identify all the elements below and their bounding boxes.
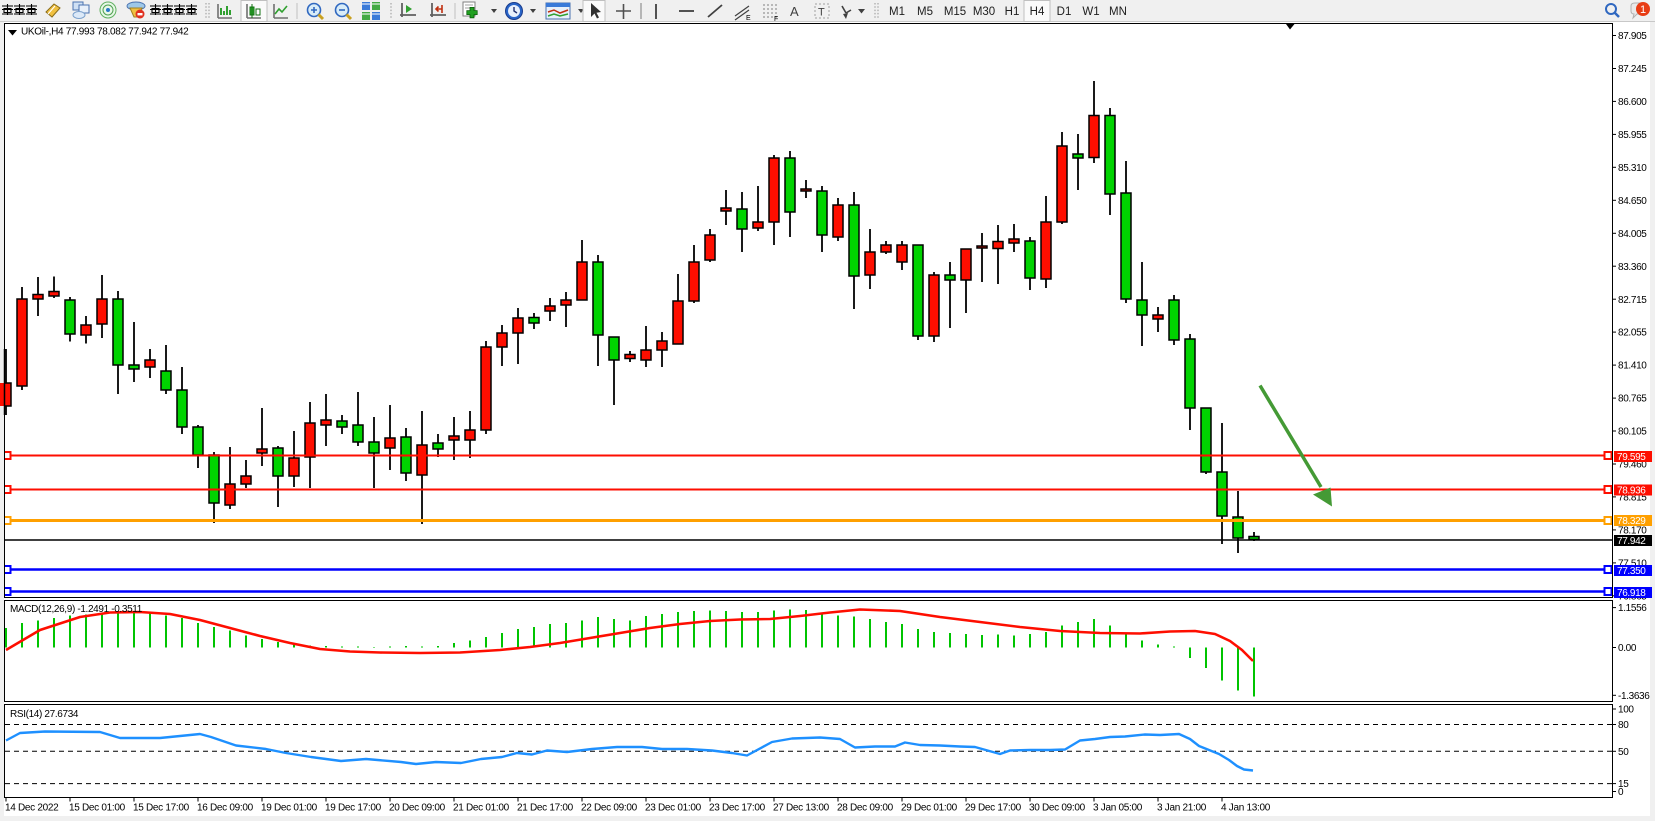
svg-text:A: A — [790, 4, 799, 19]
svg-text:82.715: 82.715 — [1618, 295, 1647, 306]
svg-text:22 Dec 09:00: 22 Dec 09:00 — [581, 803, 638, 814]
svg-text:W1: W1 — [1082, 6, 1099, 18]
svg-text:1.1556: 1.1556 — [1618, 603, 1647, 614]
svg-text:21 Dec 17:00: 21 Dec 17:00 — [517, 803, 574, 814]
svg-text:4 Jan 13:00: 4 Jan 13:00 — [1221, 803, 1271, 814]
svg-text:78.936: 78.936 — [1617, 486, 1646, 497]
svg-text:14 Dec 2022: 14 Dec 2022 — [5, 803, 59, 814]
svg-text:77.510: 77.510 — [1618, 559, 1647, 570]
svg-text:0: 0 — [1618, 787, 1624, 798]
svg-text:15 Dec 17:00: 15 Dec 17:00 — [133, 803, 190, 814]
svg-text:M15: M15 — [944, 6, 966, 18]
svg-text:RSI(14) 27.6734: RSI(14) 27.6734 — [10, 709, 79, 720]
svg-text:28 Dec 09:00: 28 Dec 09:00 — [837, 803, 894, 814]
svg-text:23 Dec 17:00: 23 Dec 17:00 — [709, 803, 766, 814]
svg-text:84.650: 84.650 — [1618, 196, 1647, 207]
svg-text:50: 50 — [1618, 747, 1629, 758]
svg-text:78.815: 78.815 — [1618, 493, 1647, 504]
svg-text:D1: D1 — [1057, 6, 1072, 18]
svg-text:80.765: 80.765 — [1618, 394, 1647, 405]
svg-text:3 Jan 21:00: 3 Jan 21:00 — [1157, 803, 1207, 814]
svg-text:20 Dec 09:00: 20 Dec 09:00 — [389, 803, 446, 814]
svg-text:79.460: 79.460 — [1618, 460, 1647, 471]
svg-text:F: F — [774, 16, 778, 23]
svg-text:3 Jan 05:00: 3 Jan 05:00 — [1093, 803, 1143, 814]
svg-text:86.600: 86.600 — [1618, 97, 1647, 108]
svg-text:30 Dec 09:00: 30 Dec 09:00 — [1029, 803, 1086, 814]
svg-text:80: 80 — [1618, 720, 1629, 731]
svg-text:19 Dec 17:00: 19 Dec 17:00 — [325, 803, 382, 814]
svg-text:15 Dec 01:00: 15 Dec 01:00 — [69, 803, 126, 814]
svg-text:29 Dec 17:00: 29 Dec 17:00 — [965, 803, 1022, 814]
svg-text:M1: M1 — [889, 6, 905, 18]
svg-text:MN: MN — [1109, 6, 1127, 18]
svg-text:UKOil-,H4 77.993 78.082 77.94: UKOil-,H4 77.993 78.082 77.942 77.942 — [21, 27, 189, 38]
svg-text:M30: M30 — [973, 6, 995, 18]
svg-text:87.905: 87.905 — [1618, 31, 1647, 42]
svg-text:T: T — [818, 7, 825, 19]
svg-text:100: 100 — [1618, 705, 1634, 716]
svg-text:E: E — [746, 15, 751, 22]
svg-text:87.245: 87.245 — [1618, 64, 1647, 75]
svg-text:16 Dec 09:00: 16 Dec 09:00 — [197, 803, 254, 814]
svg-text:84.005: 84.005 — [1618, 229, 1647, 240]
svg-text:29 Dec 01:00: 29 Dec 01:00 — [901, 803, 958, 814]
svg-text:23 Dec 01:00: 23 Dec 01:00 — [645, 803, 702, 814]
svg-text:H4: H4 — [1030, 6, 1045, 18]
svg-text:78.170: 78.170 — [1618, 526, 1647, 537]
svg-text:0.00: 0.00 — [1618, 643, 1637, 654]
svg-text:M5: M5 — [917, 6, 933, 18]
svg-text:83.360: 83.360 — [1618, 262, 1647, 273]
svg-text:21 Dec 01:00: 21 Dec 01:00 — [453, 803, 510, 814]
svg-text:85.955: 85.955 — [1618, 130, 1647, 141]
svg-text:15: 15 — [1618, 779, 1629, 790]
svg-text:19 Dec 01:00: 19 Dec 01:00 — [261, 803, 318, 814]
svg-text:H1: H1 — [1005, 6, 1020, 18]
svg-text:27 Dec 13:00: 27 Dec 13:00 — [773, 803, 830, 814]
svg-text:80.105: 80.105 — [1618, 427, 1647, 438]
svg-text:85.310: 85.310 — [1618, 163, 1647, 174]
svg-text:77.350: 77.350 — [1617, 566, 1646, 577]
svg-text:78.329: 78.329 — [1617, 516, 1646, 527]
svg-text:76.918: 76.918 — [1617, 588, 1646, 599]
svg-text:MACD(12,26,9) -1.2491 -0.3511: MACD(12,26,9) -1.2491 -0.3511 — [10, 604, 143, 615]
svg-text:79.595: 79.595 — [1617, 452, 1646, 463]
svg-text:1: 1 — [1640, 4, 1646, 16]
svg-text:77.942: 77.942 — [1617, 536, 1646, 547]
svg-text:82.055: 82.055 — [1618, 328, 1647, 339]
svg-text:-1.3636: -1.3636 — [1618, 691, 1650, 702]
svg-text:81.410: 81.410 — [1618, 361, 1647, 372]
